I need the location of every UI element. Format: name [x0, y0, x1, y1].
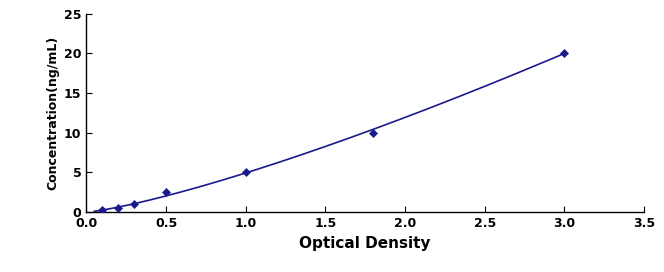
Y-axis label: Concentration(ng/mL): Concentration(ng/mL): [46, 36, 60, 190]
X-axis label: Optical Density: Optical Density: [299, 236, 431, 251]
